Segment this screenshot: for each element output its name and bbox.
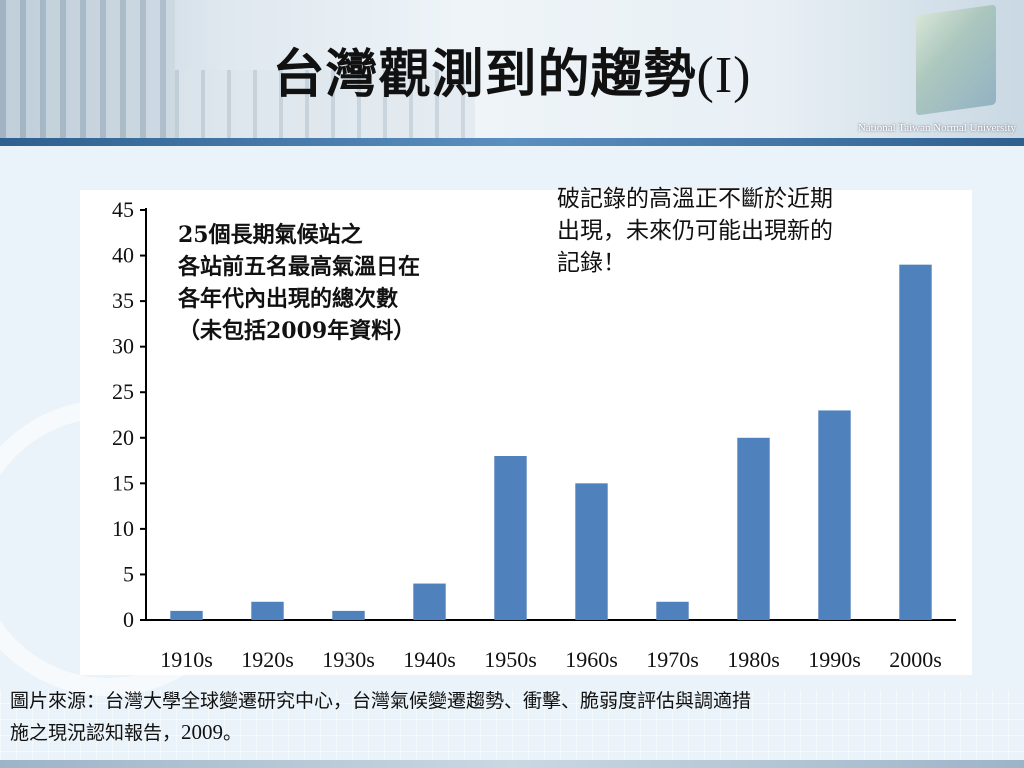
x-tick-label: 1940s [403, 647, 456, 672]
university-logo-text: National Taiwan Normal University [857, 122, 1016, 134]
bar [332, 610, 365, 620]
x-tick-label: 1960s [565, 647, 618, 672]
source-line-2-suffix: 。 [223, 722, 243, 744]
bar [656, 601, 689, 620]
inset-line: （未包括2009年資料） [178, 318, 416, 344]
chart-inset-caption: 25個長期氣候站之 各站前五名最高氣溫日在 各年代內出現的總次數 （未包括200… [178, 219, 420, 347]
y-tick-label: 40 [112, 243, 134, 268]
bar [899, 264, 932, 620]
note-line: 出現，未來仍可能出現新的 [557, 218, 833, 244]
bar [737, 437, 770, 620]
x-tick-label: 2000s [889, 647, 942, 672]
bar [494, 456, 527, 620]
bar-chart: 0 5 10 15 20 25 30 35 40 45 1910s 1920s 1930s 1940s 19… [112, 197, 956, 672]
x-tick-label: 1930s [322, 647, 375, 672]
bar [251, 601, 284, 620]
inset-line: 25個長期氣候站之 [178, 222, 363, 248]
y-tick-label: 35 [112, 288, 134, 313]
building-image-left [0, 0, 175, 140]
background-grid-decoration [0, 690, 1024, 768]
x-tick-label: 1980s [727, 647, 780, 672]
bar [575, 483, 608, 620]
inset-line: 各年代內出現的總次數 [178, 286, 399, 312]
bar [818, 410, 851, 620]
x-tick-label: 1950s [484, 647, 537, 672]
source-line-2: 施之現況認知報告，2009。 [10, 717, 1014, 749]
bar [413, 583, 446, 620]
source-line-2-prefix: 施之現況認知報告， [10, 722, 182, 744]
footer-bar [0, 760, 1024, 768]
y-tick-label: 5 [123, 561, 134, 586]
y-tick-label: 30 [112, 334, 134, 359]
x-tick-label: 1910s [160, 647, 213, 672]
source-line-1: 圖片來源：台灣大學全球變遷研究中心，台灣氣候變遷趨勢、衝擊、脆弱度評估與調適措 [10, 690, 752, 712]
header-banner: National Taiwan Normal University 台灣觀測到的… [0, 0, 1024, 140]
bar [170, 610, 203, 620]
slide-title-main: 台灣觀測到的趨勢 [272, 45, 697, 105]
slide-title-suffix: (I) [696, 47, 752, 104]
x-tick-label: 1990s [808, 647, 861, 672]
note-line: 破記錄的高溫正不斷於近期 [557, 186, 833, 212]
y-tick-label: 10 [112, 516, 134, 541]
inset-line: 各站前五名最高氣溫日在 [178, 254, 421, 280]
header-divider-bar [0, 138, 1024, 146]
y-tick-label: 0 [123, 607, 134, 632]
slide-title: 台灣觀測到的趨勢(I) [0, 32, 1024, 107]
y-tick-label: 20 [112, 425, 134, 450]
x-tick-label: 1970s [646, 647, 699, 672]
x-tick-label: 1920s [241, 647, 294, 672]
source-year: 2009 [181, 720, 224, 744]
y-tick-label: 25 [112, 379, 134, 404]
y-tick-label: 45 [112, 197, 134, 222]
record-heat-note: 破記錄的高溫正不斷於近期 出現，未來仍可能出現新的 記錄！ [557, 183, 937, 279]
image-source-citation: 圖片來源：台灣大學全球變遷研究中心，台灣氣候變遷趨勢、衝擊、脆弱度評估與調適措 … [10, 686, 1014, 749]
building-image-middle [175, 70, 475, 140]
note-line: 記錄！ [557, 250, 626, 276]
y-tick-label: 15 [112, 470, 134, 495]
